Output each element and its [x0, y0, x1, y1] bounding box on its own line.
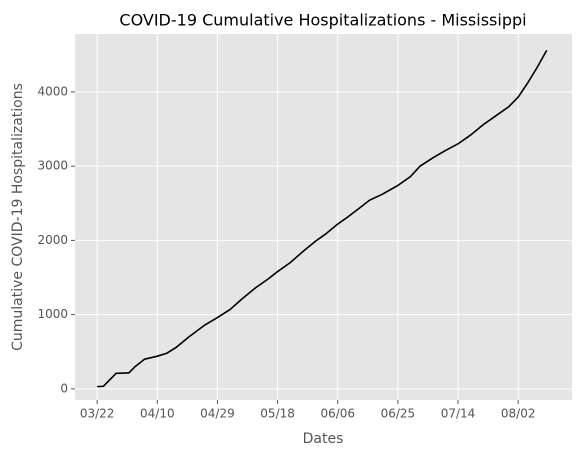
x-axis-label: Dates: [303, 431, 344, 447]
x-tick-label: 04/29: [200, 407, 235, 421]
x-tick-label: 04/10: [140, 407, 175, 421]
x-tick-label: 06/25: [381, 407, 416, 421]
chart-title: COVID-19 Cumulative Hospitalizations - M…: [119, 11, 526, 30]
x-tick-label: 06/06: [320, 407, 355, 421]
y-tick-label: 1000: [37, 307, 68, 321]
x-tick-label: 08/02: [501, 407, 536, 421]
y-axis-label: Cumulative COVID-19 Hospitalizations: [10, 83, 26, 351]
x-tick-label: 03/22: [80, 407, 115, 421]
y-tick-label: 4000: [37, 84, 68, 98]
x-tick-label: 05/18: [260, 407, 295, 421]
data-line: [97, 49, 548, 388]
y-tick-label: 2000: [37, 233, 68, 247]
y-tick-label: 3000: [37, 159, 68, 173]
y-tick-label: 0: [60, 381, 68, 395]
plot-area: [75, 34, 572, 400]
x-tick-label: 07/14: [441, 407, 476, 421]
